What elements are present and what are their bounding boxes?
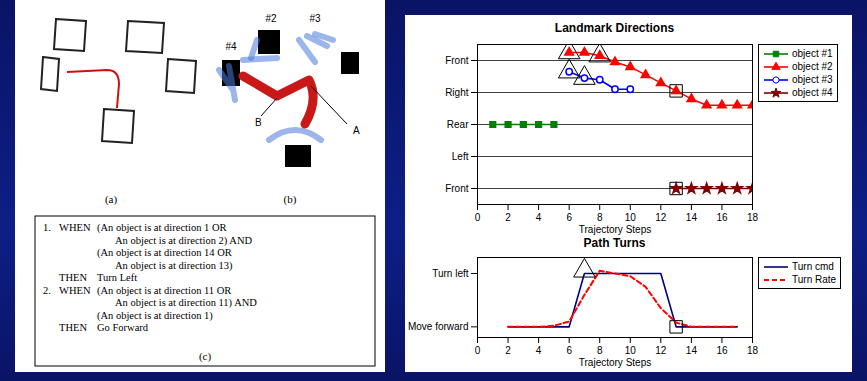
svg-text:2: 2 [505,212,511,223]
svg-text:16: 16 [716,345,728,356]
svg-text:6: 6 [566,345,572,356]
svg-text:Turn left: Turn left [432,268,469,279]
svg-text:1.: 1. [43,222,51,233]
svg-text:Left: Left [452,151,469,162]
svg-text:8: 8 [597,212,603,223]
svg-text:10: 10 [625,212,637,223]
svg-text:12: 12 [655,345,667,356]
svg-text:14: 14 [686,345,698,356]
svg-text:An object is at direction 13): An object is at direction 13) [115,260,233,272]
svg-text:Turn Left: Turn Left [97,272,137,283]
svg-text:2: 2 [505,345,511,356]
svg-text:6: 6 [566,212,572,223]
svg-text:8: 8 [597,345,603,356]
svg-text:WHEN: WHEN [59,285,91,296]
svg-text:(a): (a) [105,193,118,206]
svg-text:#3: #3 [309,13,321,24]
svg-text:4: 4 [536,345,542,356]
svg-text:(b): (b) [284,193,297,206]
svg-text:#2: #2 [265,13,277,24]
svg-text:B: B [255,117,262,128]
svg-text:4: 4 [536,212,542,223]
svg-text:(An object is at direction 11: (An object is at direction 11 OR [97,285,231,297]
svg-text:18: 18 [747,212,759,223]
svg-text:Right: Right [445,87,469,98]
svg-text:#4: #4 [225,41,237,52]
svg-text:10: 10 [625,345,637,356]
svg-text:THEN: THEN [59,322,87,333]
svg-text:(c): (c) [199,350,212,363]
svg-text:An object is at direction 2) A: An object is at direction 2) AND [115,235,252,247]
html-text:object #3: object #3 [792,74,833,85]
html-text:Landmark Directions: Landmark Directions [554,21,675,35]
svg-text:THEN: THEN [59,272,87,283]
svg-text:Go Forward: Go Forward [97,322,149,333]
svg-text:Trajectory Steps: Trajectory Steps [579,357,651,368]
svg-text:0: 0 [475,345,481,356]
html-text:Turn Rate: Turn Rate [792,274,837,285]
svg-text:0: 0 [475,212,481,223]
svg-text:16: 16 [716,212,728,223]
svg-text:12: 12 [655,212,667,223]
svg-text:Trajectory Steps: Trajectory Steps [579,224,651,235]
svg-text:A: A [353,125,360,136]
html-text:Turn cmd: Turn cmd [792,261,834,272]
svg-text:Front: Front [445,55,469,66]
svg-text:(An object is at direction 14: (An object is at direction 14 OR [97,247,232,259]
svg-text:2.: 2. [43,285,51,296]
svg-text:Rear: Rear [447,119,469,130]
html-text:object #4: object #4 [792,87,833,98]
html-text:object #2: object #2 [792,61,833,72]
svg-text:18: 18 [747,345,759,356]
svg-text:(An object is at direction 1 O: (An object is at direction 1 OR [97,222,226,234]
html-text:object #1: object #1 [792,48,833,59]
svg-text:14: 14 [686,212,698,223]
svg-text:Move forward: Move forward [408,321,469,332]
svg-text:An object is at direction 11): An object is at direction 11) AND [115,297,257,309]
svg-text:WHEN: WHEN [59,222,91,233]
svg-text:(An object is at direction 1): (An object is at direction 1) [97,310,213,322]
svg-text:Front: Front [445,183,469,194]
html-text:Path Turns: Path Turns [583,236,646,250]
